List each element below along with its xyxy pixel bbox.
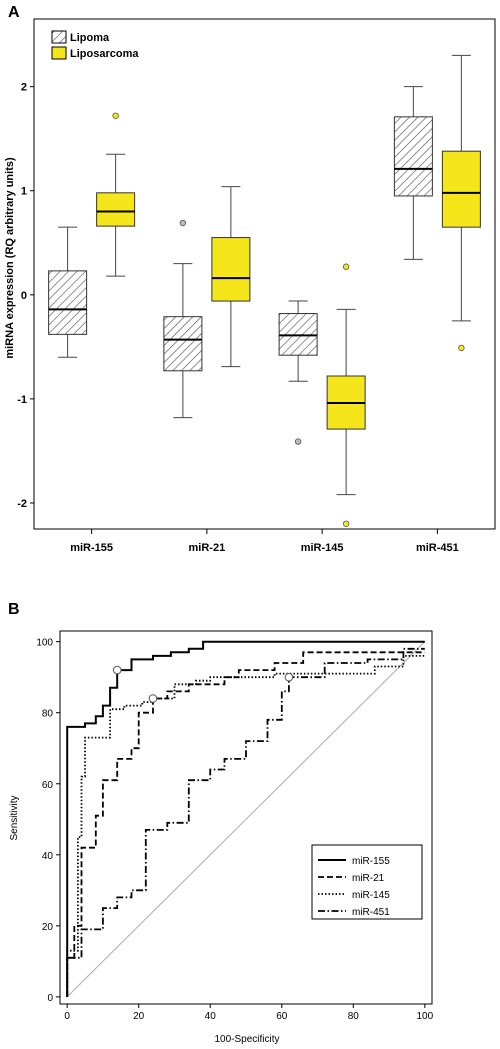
boxplot-plot-frame	[33, 18, 496, 530]
panel-a-label: A	[8, 4, 20, 21]
boxplot-y-ticks: -2 -1 0 1 2	[17, 82, 34, 510]
box-outlier	[458, 344, 465, 352]
roc-cutoff-mir-155	[112, 665, 122, 675]
box-lipoma-mir-155	[48, 226, 88, 358]
roc-x-axis-label: 100-Specificity	[214, 1034, 279, 1045]
roc-x-tick-label: 60	[276, 1011, 288, 1022]
boxplot-category-label: miR-145	[301, 542, 344, 554]
box-iqr	[163, 316, 203, 372]
box-outlier	[112, 112, 119, 119]
box-iqr	[441, 150, 481, 228]
legend-swatch-lipoma	[51, 30, 67, 44]
boxplot-y-axis-label: miRNA expression (RQ arbitrary units)	[4, 157, 16, 359]
boxplot-y-tick-label: 1	[21, 186, 27, 198]
box-liposarcoma-mir-451	[441, 54, 481, 352]
roc-legend-label-mir-155: miR-155	[352, 856, 390, 867]
boxplot-category-label: miR-451	[416, 542, 459, 554]
boxplot-panel: A miRNA expression (RQ arbitrary units) …	[4, 4, 496, 554]
roc-x-tick-label: 80	[348, 1011, 360, 1022]
roc-plot-frame	[59, 630, 433, 1005]
roc-curve-mir-451	[66, 647, 425, 997]
roc-y-tick-label: 40	[42, 851, 54, 862]
roc-y-tick-label: 20	[42, 922, 54, 933]
roc-y-tick-label: 80	[42, 709, 54, 720]
boxplot-x-ticks: miR-155 miR-21 miR-145 miR-451	[70, 529, 459, 554]
roc-x-tick-label: 0	[64, 1011, 70, 1022]
box-lipoma-mir-145	[278, 300, 318, 445]
roc-curve-mir-21	[66, 651, 425, 997]
roc-legend-frame	[311, 844, 423, 920]
roc-y-tick-label: 60	[42, 780, 54, 791]
roc-cutoff-mir-451	[284, 672, 294, 682]
box-lipoma-mir-451	[393, 86, 433, 260]
box-liposarcoma-mir-145	[326, 263, 366, 527]
roc-legend-label-mir-145: miR-145	[352, 890, 390, 901]
roc-legend-label-mir-21: miR-21	[352, 873, 385, 884]
roc-cutoff-mir-145	[148, 694, 158, 703]
boxplot-y-tick-label: 2	[21, 82, 27, 94]
box-lipoma-mir-21	[163, 219, 203, 419]
boxplot-legend: Lipoma Liposarcoma	[51, 30, 139, 60]
box-iqr	[278, 313, 318, 356]
roc-x-tick-label: 100	[417, 1011, 434, 1022]
roc-y-ticks: 0 20 40 60 80 100	[36, 638, 60, 1004]
roc-y-tick-label: 0	[47, 993, 53, 1004]
roc-x-tick-label: 40	[205, 1011, 217, 1022]
roc-x-ticks: 0 20 40 60 80 100	[64, 1004, 434, 1022]
roc-y-axis-label: Sensitivity	[9, 795, 20, 840]
box-iqr	[393, 116, 433, 197]
boxplot-y-tick-label: -2	[17, 498, 27, 510]
boxplot-boxes	[48, 54, 481, 527]
boxplot-y-tick-label: -1	[17, 394, 27, 406]
roc-x-tick-label: 20	[133, 1011, 145, 1022]
legend-swatch-liposarcoma	[51, 46, 67, 60]
legend-label-lipoma: Lipoma	[70, 32, 110, 44]
roc-legend-label-mir-451: miR-451	[352, 907, 390, 918]
panel-b-label: B	[8, 601, 20, 618]
boxplot-category-label: miR-155	[70, 542, 113, 554]
box-liposarcoma-mir-155	[96, 112, 136, 277]
roc-cutoff-markers	[112, 665, 294, 703]
box-iqr	[48, 270, 88, 335]
roc-legend: miR-155 miR-21 miR-145 miR-451	[311, 844, 423, 920]
box-liposarcoma-mir-21	[211, 186, 251, 368]
roc-reference-diagonal	[66, 641, 426, 998]
box-outlier	[342, 520, 350, 527]
boxplot-y-tick-label: 0	[21, 290, 27, 302]
roc-curve-mir-145	[66, 655, 425, 997]
roc-panel: B Sensitivity 100-Specificity 0 20 40 60 80 1…	[8, 601, 434, 1045]
box-outlier	[179, 219, 187, 227]
box-outlier	[294, 438, 302, 445]
box-iqr	[96, 192, 136, 227]
box-outlier	[342, 263, 350, 270]
roc-y-tick-label: 100	[36, 638, 53, 649]
box-iqr	[211, 237, 251, 302]
legend-label-liposarcoma: Liposarcoma	[70, 48, 139, 60]
boxplot-category-label: miR-21	[189, 542, 226, 554]
